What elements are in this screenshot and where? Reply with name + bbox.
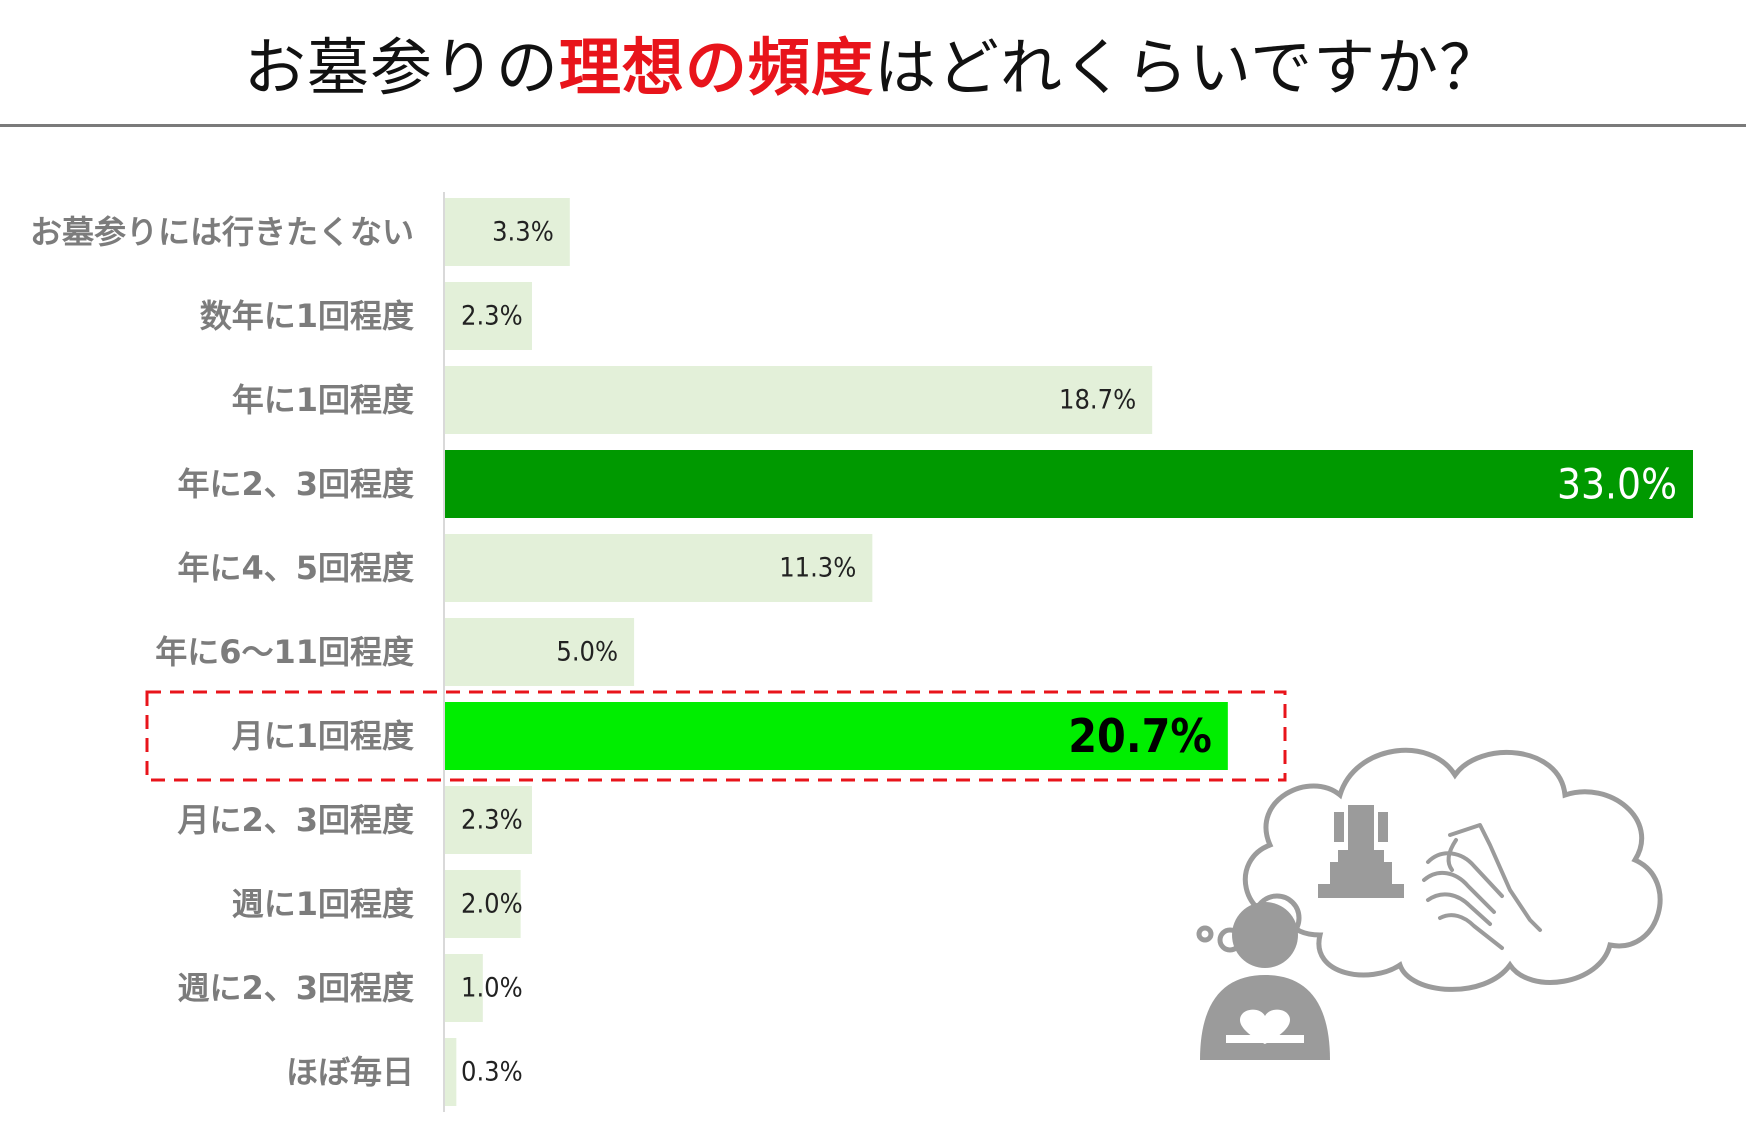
- bar-10: [445, 1038, 457, 1106]
- title-highlight: 理想の頻度: [558, 31, 874, 104]
- category-label-5: 年に6～11回程度: [155, 633, 414, 671]
- category-label-2: 年に1回程度: [232, 381, 414, 419]
- category-label-6: 月に1回程度: [232, 717, 414, 755]
- gravestone-icon: [1318, 805, 1404, 898]
- title-divider: [0, 124, 1746, 127]
- value-label-5: 5.0%: [556, 637, 618, 668]
- category-label-7: 月に2、3回程度: [177, 801, 414, 839]
- bar-0: [445, 198, 570, 266]
- category-label-1: 数年に1回程度: [200, 297, 414, 335]
- bar-5: [445, 618, 635, 686]
- value-label-1: 2.3%: [461, 301, 523, 332]
- page-title: お墓参りの理想の頻度はどれくらいですか？: [0, 18, 1746, 118]
- category-labels-group: お墓参りには行きたくない数年に1回程度年に1回程度年に2、3回程度年に4、5回程…: [30, 213, 414, 1091]
- value-label-4: 11.3%: [779, 553, 856, 584]
- value-label-10: 0.3%: [461, 1057, 523, 1088]
- category-label-0: お墓参りには行きたくない: [30, 213, 414, 251]
- category-label-8: 週に1回程度: [232, 885, 414, 923]
- bars-group: [445, 198, 1693, 1106]
- bar-4: [445, 534, 873, 602]
- value-label-8: 2.0%: [461, 889, 523, 920]
- praying-hands-icon: [1422, 823, 1542, 950]
- value-label-6: 20.7%: [1068, 709, 1212, 763]
- value-label-0: 3.3%: [492, 217, 554, 248]
- category-label-3: 年に2、3回程度: [177, 465, 414, 503]
- title-pre: お墓参りの: [243, 31, 559, 104]
- value-label-2: 18.7%: [1059, 385, 1136, 416]
- bar-2: [445, 366, 1153, 434]
- highlight-dashed-box: [145, 690, 1287, 782]
- bar-3: [445, 450, 1693, 518]
- category-label-9: 週に2、3回程度: [177, 969, 414, 1007]
- bar-9: [445, 954, 483, 1022]
- value-label-3: 33.0%: [1557, 460, 1677, 509]
- value-label-9: 1.0%: [461, 973, 523, 1004]
- bar-6: [445, 702, 1228, 770]
- category-label-10: ほぼ毎日: [286, 1053, 414, 1091]
- value-labels-group: 3.3% 2.3% 18.7% 33.0% 11.3% 5.0% 20.7% 2.3% 2.0%…: [461, 217, 1677, 1088]
- bar-1: [445, 282, 532, 350]
- value-label-7: 2.3%: [461, 805, 523, 836]
- visiting-grave-illustration: [1196, 747, 1663, 1060]
- title-post: はどれくらいですか？: [873, 31, 1503, 104]
- category-label-4: 年に4、5回程度: [177, 549, 414, 587]
- bar-8: [445, 870, 521, 938]
- person-icon: [1200, 902, 1330, 1060]
- bar-7: [445, 786, 532, 854]
